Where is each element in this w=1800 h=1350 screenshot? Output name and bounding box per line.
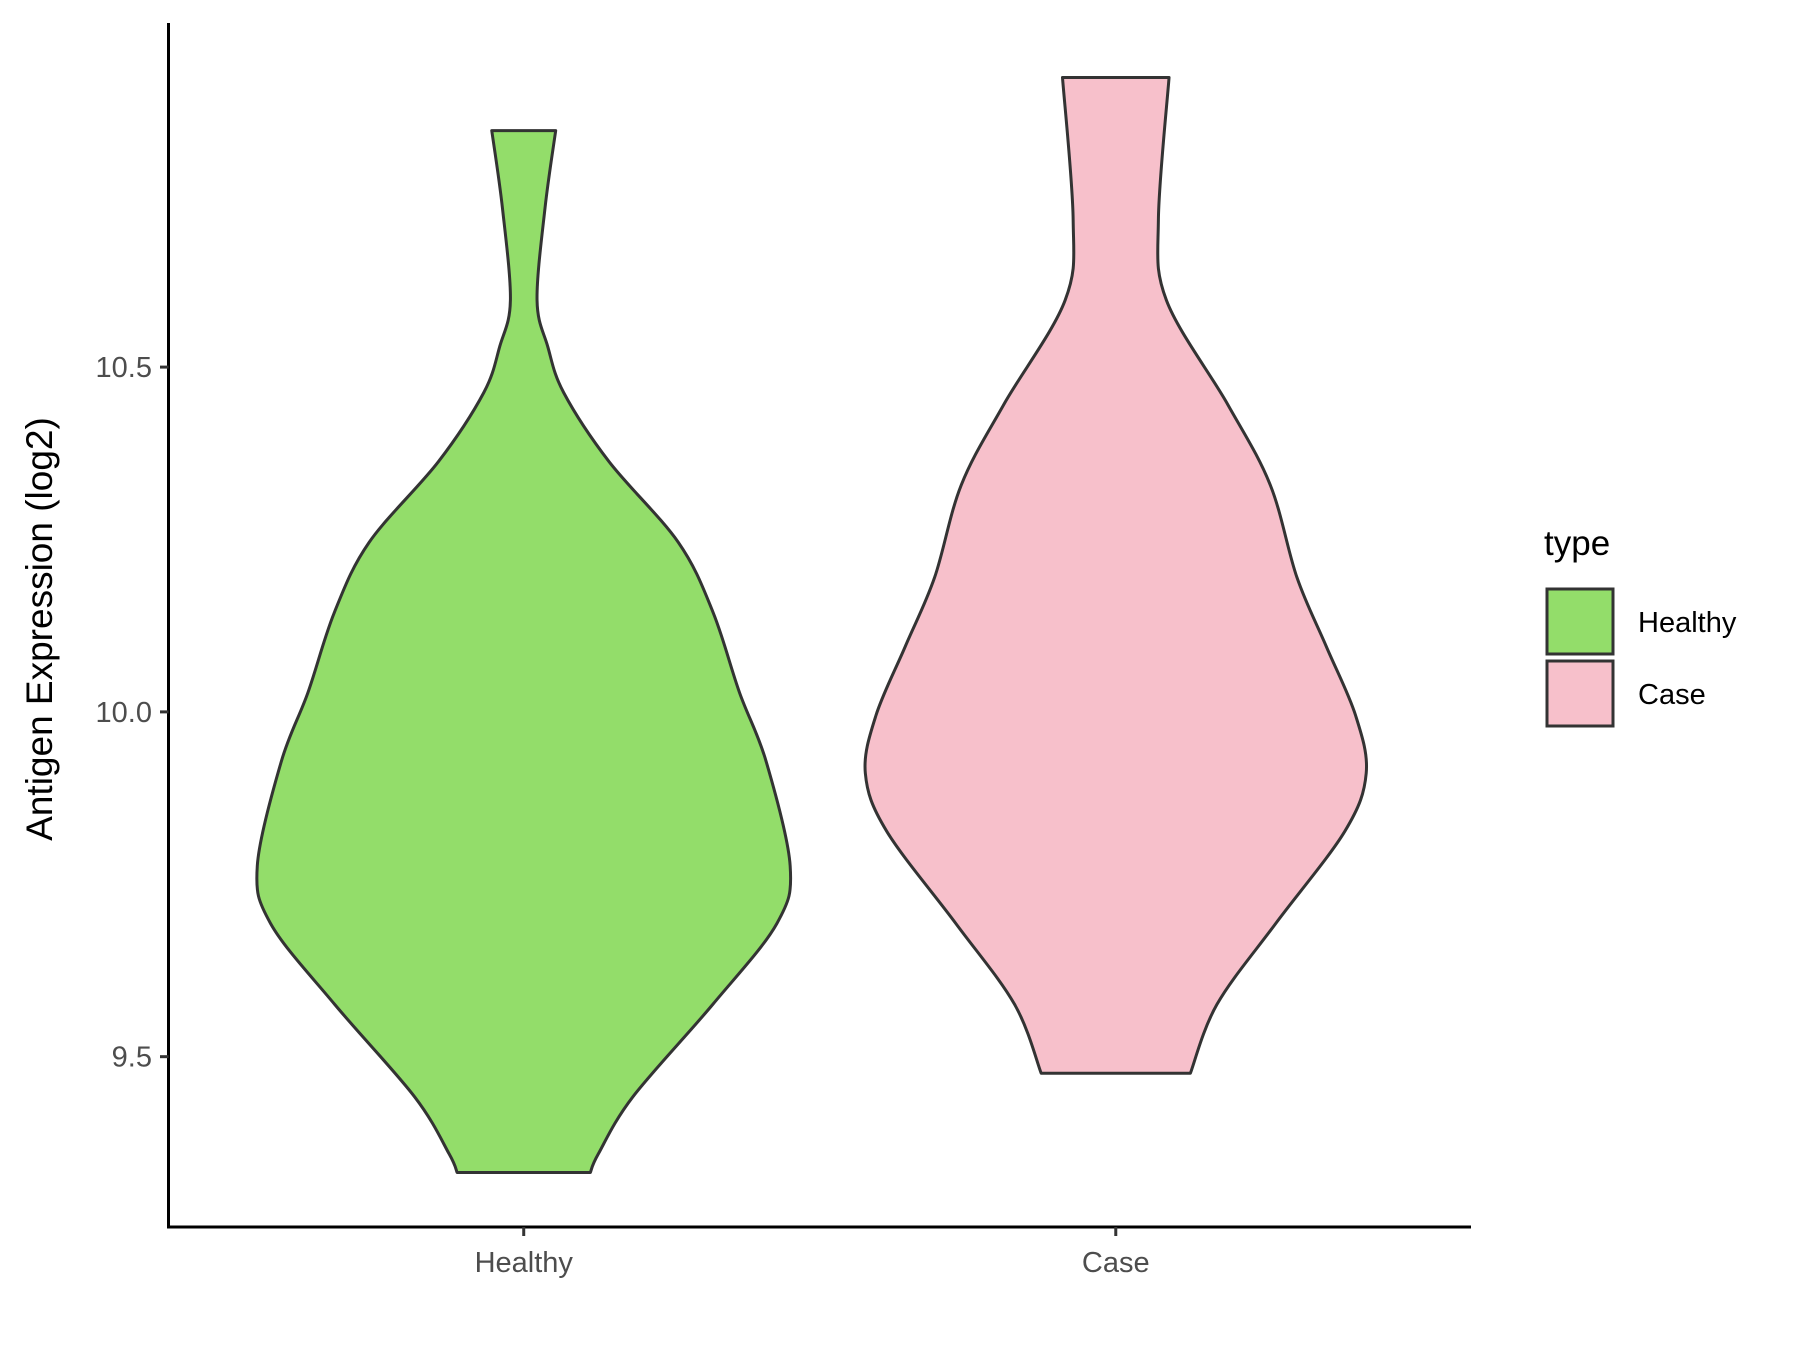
x-ticks: Healthy Case bbox=[475, 1227, 1150, 1279]
y-tick-label: 10.5 bbox=[96, 352, 152, 384]
x-tick-label: Healthy bbox=[475, 1247, 574, 1279]
violin-case bbox=[863, 75, 1369, 1075]
legend-key-healthy bbox=[1545, 587, 1615, 656]
legend-key-case bbox=[1545, 659, 1615, 728]
legend-title: type bbox=[1544, 524, 1610, 563]
x-tick-label: Case bbox=[1082, 1247, 1150, 1279]
legend-label-case: Case bbox=[1638, 679, 1706, 711]
legend: type Healthy Case bbox=[1544, 524, 1737, 728]
legend-label-healthy: Healthy bbox=[1638, 607, 1737, 639]
y-axis-title: Antigen Expression (log2) bbox=[19, 417, 60, 841]
violin-healthy bbox=[255, 129, 793, 1175]
y-tick-label: 10.0 bbox=[96, 697, 152, 729]
y-ticks: 9.5 10.0 10.5 bbox=[96, 352, 169, 1074]
y-tick-label: 9.5 bbox=[112, 1042, 152, 1074]
violins bbox=[255, 75, 1369, 1175]
